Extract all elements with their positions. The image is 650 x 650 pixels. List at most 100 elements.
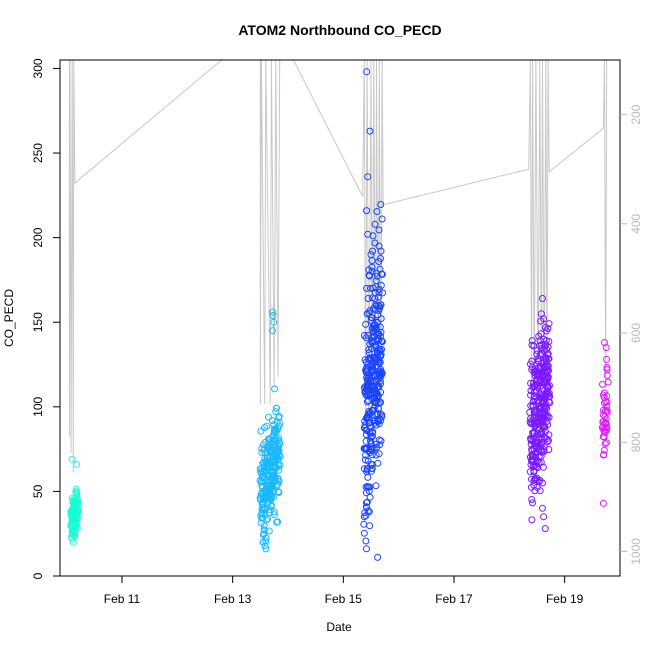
data-point bbox=[539, 479, 546, 487]
data-point bbox=[376, 367, 384, 375]
data-point bbox=[372, 277, 380, 285]
data-point bbox=[545, 320, 553, 328]
y2-tick-label: 600 bbox=[629, 323, 643, 343]
data-point bbox=[276, 419, 284, 427]
data-point bbox=[602, 420, 610, 428]
data-point bbox=[275, 422, 283, 430]
data-point bbox=[266, 506, 274, 514]
y-tick-label: 50 bbox=[31, 484, 45, 498]
data-point bbox=[545, 338, 553, 345]
data-point bbox=[269, 312, 277, 319]
data-point bbox=[265, 527, 273, 535]
data-point bbox=[377, 201, 385, 208]
data-point bbox=[264, 515, 272, 523]
data-point bbox=[545, 413, 553, 421]
x-tick-label: Feb 11 bbox=[104, 592, 141, 606]
data-point bbox=[73, 460, 81, 468]
data-point bbox=[74, 507, 82, 515]
data-point bbox=[376, 323, 384, 331]
series-group bbox=[67, 455, 82, 546]
data-point bbox=[378, 368, 386, 376]
data-point bbox=[600, 446, 608, 454]
data-point bbox=[263, 422, 271, 430]
data-point bbox=[375, 307, 383, 315]
data-point bbox=[257, 427, 265, 435]
data-point bbox=[376, 347, 384, 355]
data-point bbox=[529, 499, 536, 507]
altitude-trace-layer bbox=[68, 60, 608, 473]
data-point bbox=[601, 440, 609, 448]
data-point bbox=[270, 318, 278, 326]
y-tick-label: 300 bbox=[31, 58, 45, 78]
data-point bbox=[274, 437, 282, 445]
x-tick-label: Feb 13 bbox=[214, 592, 252, 606]
data-point bbox=[375, 289, 383, 296]
data-point bbox=[377, 380, 385, 388]
data-point bbox=[365, 266, 373, 274]
data-point bbox=[377, 255, 384, 262]
series-group bbox=[598, 339, 612, 507]
data-point bbox=[261, 542, 269, 550]
data-point bbox=[537, 330, 545, 338]
data-point bbox=[371, 399, 379, 407]
data-point bbox=[544, 325, 552, 332]
data-point bbox=[377, 398, 385, 406]
data-point bbox=[528, 496, 536, 503]
data-point bbox=[369, 432, 376, 440]
data-point bbox=[530, 418, 538, 426]
data-point bbox=[73, 489, 81, 497]
data-point bbox=[261, 509, 269, 517]
data-point bbox=[270, 508, 278, 516]
data-point bbox=[374, 311, 382, 319]
y-axis-label: CO_PECD bbox=[2, 289, 16, 347]
data-point bbox=[367, 251, 375, 259]
data-point bbox=[73, 524, 81, 532]
data-point bbox=[364, 295, 372, 302]
data-point bbox=[275, 466, 283, 474]
data-point bbox=[599, 499, 607, 507]
data-point bbox=[364, 473, 372, 481]
data-point bbox=[368, 464, 376, 472]
data-point bbox=[603, 355, 610, 363]
y2-tick-label: 1000 bbox=[629, 538, 643, 565]
data-point bbox=[545, 355, 553, 363]
data-point bbox=[368, 267, 376, 275]
chart-title: ATOM2 Northbound CO_PECD bbox=[238, 22, 441, 38]
x-axis-label: Date bbox=[326, 620, 352, 634]
y-tick-label: 200 bbox=[31, 227, 45, 247]
data-point bbox=[603, 398, 611, 406]
data-point bbox=[526, 468, 534, 476]
data-point bbox=[363, 68, 371, 76]
data-point bbox=[546, 393, 554, 401]
data-point bbox=[374, 553, 382, 561]
data-point bbox=[376, 441, 384, 449]
data-point bbox=[378, 270, 386, 278]
series-group bbox=[360, 68, 387, 561]
data-point bbox=[371, 220, 379, 228]
data-point bbox=[366, 307, 374, 315]
data-point bbox=[533, 350, 541, 358]
data-point bbox=[363, 284, 371, 292]
data-point bbox=[364, 507, 372, 515]
data-point bbox=[541, 525, 549, 533]
data-point bbox=[376, 415, 383, 423]
data-point bbox=[377, 351, 385, 359]
data-point bbox=[530, 429, 538, 437]
data-point bbox=[274, 488, 282, 496]
data-point bbox=[276, 461, 284, 469]
data-point bbox=[271, 385, 279, 393]
y-tick-label: 100 bbox=[31, 396, 45, 416]
data-point bbox=[270, 511, 278, 519]
data-point bbox=[369, 363, 377, 371]
data-point bbox=[377, 337, 385, 345]
data-point bbox=[375, 450, 383, 458]
data-point bbox=[360, 520, 368, 528]
data-point bbox=[378, 215, 386, 223]
data-point bbox=[544, 350, 552, 358]
data-point bbox=[599, 391, 607, 399]
data-point bbox=[364, 230, 372, 238]
data-point bbox=[372, 482, 380, 490]
data-point bbox=[363, 499, 370, 507]
series-group bbox=[256, 308, 284, 553]
data-point bbox=[363, 398, 371, 406]
